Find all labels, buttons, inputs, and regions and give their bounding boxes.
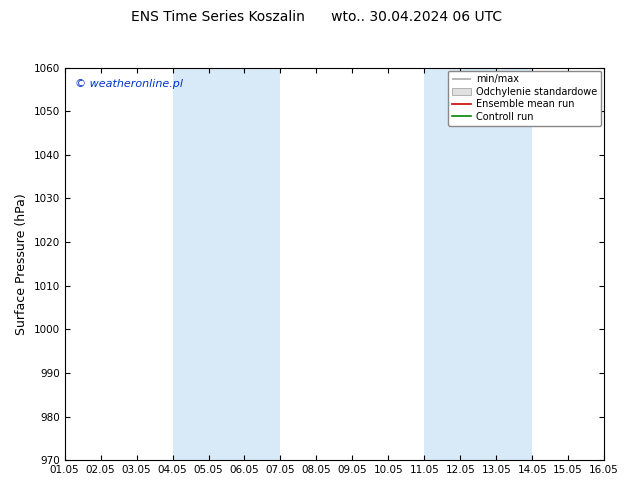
Text: ENS Time Series Koszalin      wto.. 30.04.2024 06 UTC: ENS Time Series Koszalin wto.. 30.04.202… <box>131 10 503 24</box>
Y-axis label: Surface Pressure (hPa): Surface Pressure (hPa) <box>15 193 28 335</box>
Bar <box>424 68 532 460</box>
Bar <box>172 68 280 460</box>
Legend: min/max, Odchylenie standardowe, Ensemble mean run, Controll run: min/max, Odchylenie standardowe, Ensembl… <box>448 71 601 125</box>
Text: © weatheronline.pl: © weatheronline.pl <box>75 79 183 89</box>
